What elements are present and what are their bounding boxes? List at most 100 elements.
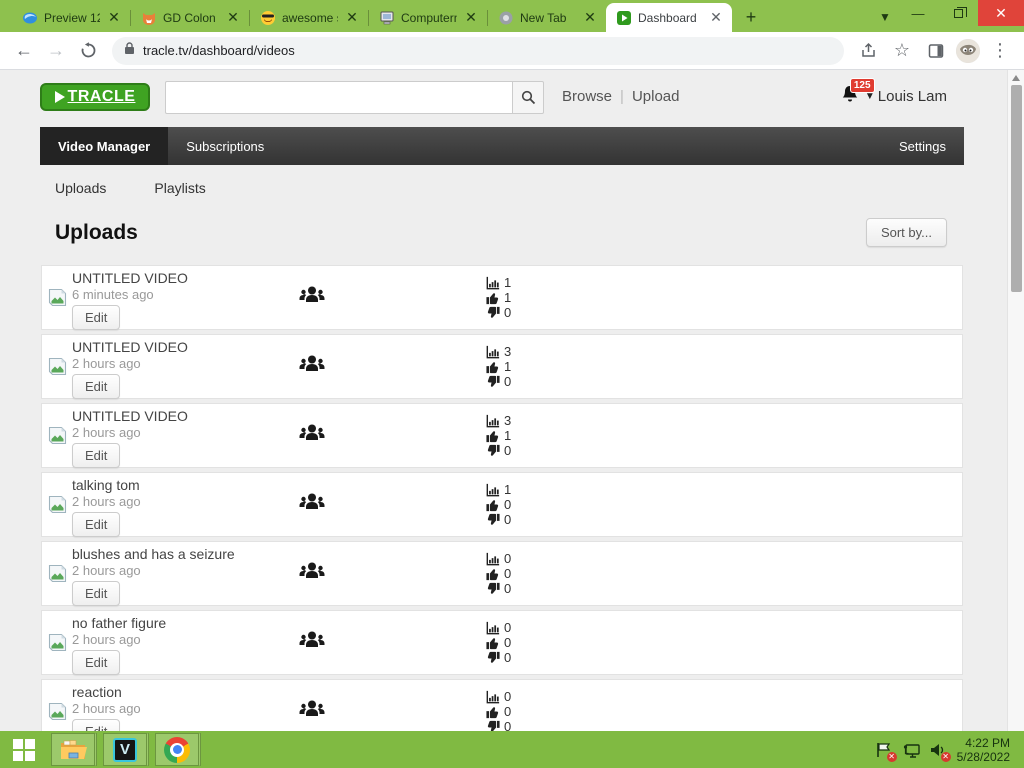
tab-dashboard-active[interactable]: Dashboard ✕ (606, 3, 732, 32)
sort-by-button[interactable]: Sort by... (865, 218, 947, 247)
tab-preview[interactable]: Preview 128 ✕ (12, 4, 130, 32)
edit-button[interactable]: Edit (72, 511, 121, 537)
scrollbar-thumb[interactable] (1010, 85, 1022, 292)
views-chart-icon (486, 621, 500, 634)
browser-toolbar: ← → tracle.tv/dashboard/videos ☆ ⋮ (0, 32, 1024, 70)
upload-link[interactable]: Upload (631, 88, 680, 105)
tab-awesome[interactable]: awesome sc ✕ (250, 4, 368, 32)
likes-stat: 0 (486, 704, 546, 719)
swoosh-favicon-icon (22, 10, 38, 26)
tab-close-icon[interactable]: ✕ (346, 9, 358, 25)
notifications-bell[interactable]: 125 (840, 78, 875, 108)
account-username[interactable]: Louis Lam (877, 87, 947, 105)
bookmark-star-icon[interactable]: ☆ (893, 40, 911, 60)
nav-video-manager[interactable]: Video Manager (40, 127, 169, 165)
tracle-favicon-icon (616, 10, 632, 26)
video-stats: 3 1 0 (486, 413, 546, 458)
menu-kebab-icon[interactable]: ⋮ (991, 40, 1009, 60)
action-center-flag-icon[interactable]: ✕ (875, 741, 897, 762)
broken-image-icon (42, 702, 72, 721)
taskbar: V ✕ ✕ 4:22 PM 5/28/2022 (0, 731, 1024, 768)
address-bar[interactable]: tracle.tv/dashboard/videos (112, 36, 844, 65)
audience-group-icon (297, 492, 327, 518)
views-chart-icon (486, 345, 500, 358)
tab-separator (487, 10, 488, 26)
video-row: UNTITLED VIDEO 6 minutes ago Edit (41, 265, 963, 330)
video-timestamp: 2 hours ago (72, 631, 141, 647)
tab-gd-colon[interactable]: GD Colon ✕ (131, 4, 249, 32)
edit-button[interactable]: Edit (72, 580, 121, 606)
tab-new-tab[interactable]: New Tab ✕ (488, 4, 606, 32)
side-panel-icon[interactable] (922, 37, 950, 65)
edit-button[interactable]: Edit (72, 649, 121, 675)
tab-close-icon[interactable]: ✕ (710, 8, 722, 25)
video-title: talking tom (72, 476, 140, 493)
tab-title: awesome sc (282, 11, 338, 25)
likes-stat: 1 (486, 359, 546, 374)
profile-avatar[interactable] (956, 38, 980, 63)
search-input[interactable] (165, 81, 513, 114)
tab-close-icon[interactable]: ✕ (584, 9, 596, 25)
subnav-playlists[interactable]: Playlists (154, 180, 206, 196)
likes-stat: 0 (486, 566, 546, 581)
new-tab-button[interactable]: + (745, 6, 757, 27)
system-tray: ✕ ✕ (875, 741, 951, 762)
video-row: talking tom 2 hours ago Edit (41, 472, 963, 537)
play-icon (54, 91, 65, 103)
edit-button[interactable]: Edit (72, 304, 121, 330)
views-count: 3 (504, 344, 512, 359)
nav-settings[interactable]: Settings (899, 138, 946, 154)
views-stat: 0 (486, 689, 546, 704)
share-icon[interactable] (854, 37, 882, 65)
edit-button[interactable]: Edit (72, 373, 121, 399)
tab-close-icon[interactable]: ✕ (108, 9, 120, 25)
video-row: UNTITLED VIDEO 2 hours ago Edit (41, 334, 963, 399)
search-button[interactable] (513, 81, 544, 114)
windows-logo-icon (13, 738, 35, 761)
file-explorer-taskbar-icon[interactable] (51, 733, 97, 766)
views-stat: 1 (486, 275, 546, 290)
edit-button[interactable]: Edit (72, 718, 121, 731)
account-chevron-icon[interactable]: ▼ (864, 90, 875, 102)
thumbs-down-icon (487, 375, 500, 387)
video-timestamp: 2 hours ago (72, 424, 141, 440)
volume-muted-icon[interactable]: ✕ (929, 741, 951, 762)
edit-button[interactable]: Edit (72, 442, 121, 468)
subnav-uploads[interactable]: Uploads (55, 180, 107, 196)
chrome-taskbar-icon[interactable] (155, 733, 201, 766)
video-info: reaction 2 hours ago Edit (72, 680, 272, 731)
vegas-taskbar-icon[interactable]: V (103, 733, 149, 766)
scrollbar-up-arrow-icon[interactable] (1012, 75, 1020, 81)
audience-group-icon (297, 630, 327, 656)
thumbs-down-icon (487, 513, 500, 525)
restore-button[interactable] (938, 0, 978, 26)
site-header: TRACLE Browse | Upload 125 ▼ Louis Lam (0, 70, 1007, 127)
views-chart-icon (486, 483, 500, 496)
header-links: Browse | Upload (562, 88, 679, 105)
back-icon[interactable]: ← (15, 40, 33, 60)
reload-icon[interactable] (74, 37, 102, 65)
video-title: reaction (72, 683, 122, 700)
tab-close-icon[interactable]: ✕ (465, 9, 477, 25)
close-button[interactable]: ✕ (978, 0, 1024, 26)
video-title: blushes and has a seizure (72, 545, 235, 562)
dislikes-count: 0 (504, 650, 512, 665)
nav-subscriptions[interactable]: Subscriptions (186, 138, 265, 154)
minimize-button[interactable]: — (911, 5, 925, 21)
tab-close-icon[interactable]: ✕ (227, 9, 239, 25)
dislikes-stat: 0 (486, 374, 546, 389)
tracle-logo[interactable]: TRACLE (40, 83, 150, 111)
taskbar-clock[interactable]: 4:22 PM 5/28/2022 (957, 736, 1010, 764)
page-scrollbar[interactable] (1007, 70, 1024, 731)
tab-computerne[interactable]: Computerne ✕ (369, 4, 487, 32)
browse-link[interactable]: Browse (562, 88, 613, 105)
network-display-icon[interactable] (902, 741, 920, 759)
tab-title: New Tab (520, 11, 567, 25)
thumbs-down-icon (487, 306, 500, 318)
audience-group-icon (297, 423, 327, 449)
chrome-logo-icon (164, 736, 190, 763)
forward-icon[interactable]: → (47, 40, 65, 60)
tab-search-chevron-icon[interactable]: ▼ (879, 10, 891, 24)
start-button[interactable] (0, 731, 48, 768)
